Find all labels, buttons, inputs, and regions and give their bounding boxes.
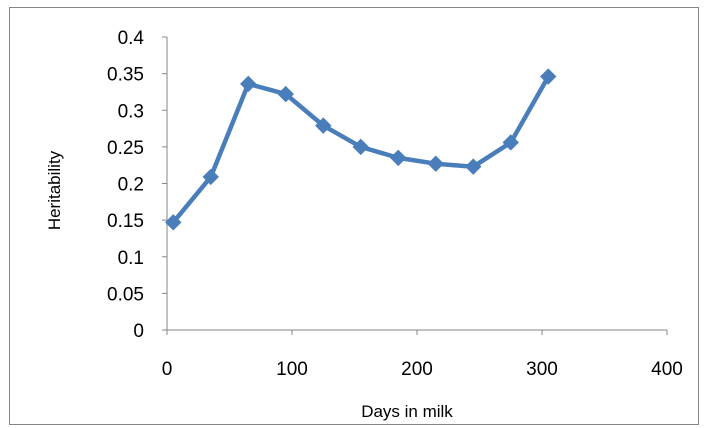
data-point-marker — [465, 158, 482, 175]
data-point-marker — [165, 214, 182, 231]
y-tick-label: 0 — [133, 321, 144, 342]
y-axis-title: Heritability — [45, 150, 64, 230]
data-point-marker — [540, 68, 557, 85]
x-tick-label: 400 — [651, 359, 683, 380]
y-axis-ticks: 0 0.05 0.1 0.15 0.2 0.25 0.3 0.35 0.4 — [107, 28, 167, 342]
y-tick-label: 0.1 — [118, 248, 144, 269]
data-point-marker — [315, 117, 332, 134]
x-axis-title: Days in milk — [361, 402, 453, 421]
data-point-marker — [240, 75, 257, 93]
data-point-marker — [352, 138, 369, 156]
x-tick-label: 100 — [276, 359, 308, 380]
series-layer — [165, 68, 557, 231]
data-point-marker — [277, 85, 294, 103]
data-point-marker — [502, 134, 519, 151]
x-axis-ticks: 0 100 200 300 400 — [162, 330, 683, 380]
x-tick-label: 200 — [401, 359, 433, 380]
y-tick-label: 0.3 — [118, 101, 144, 122]
y-tick-label: 0.05 — [107, 284, 144, 305]
y-tick-label: 0.2 — [118, 175, 144, 196]
y-tick-label: 0.25 — [107, 138, 144, 159]
y-tick-label: 0.15 — [107, 211, 144, 232]
data-point-marker — [390, 149, 407, 167]
data-point-marker — [427, 155, 444, 172]
y-tick-label: 0.35 — [107, 65, 144, 86]
x-tick-label: 300 — [526, 359, 558, 380]
y-tick-label: 0.4 — [118, 28, 145, 49]
chart-frame — [9, 7, 699, 425]
x-tick-label: 0 — [162, 359, 173, 380]
data-point-marker — [202, 168, 219, 186]
